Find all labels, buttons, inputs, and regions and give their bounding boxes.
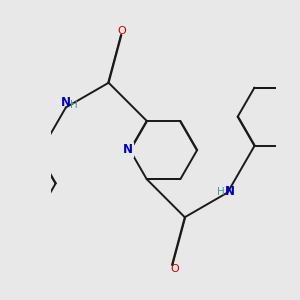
Text: N: N: [225, 185, 235, 198]
Text: O: O: [170, 263, 178, 274]
Text: H: H: [70, 100, 78, 110]
Text: H: H: [217, 187, 225, 197]
Text: N: N: [61, 96, 71, 109]
Text: N: N: [123, 143, 133, 157]
Text: O: O: [117, 26, 126, 37]
